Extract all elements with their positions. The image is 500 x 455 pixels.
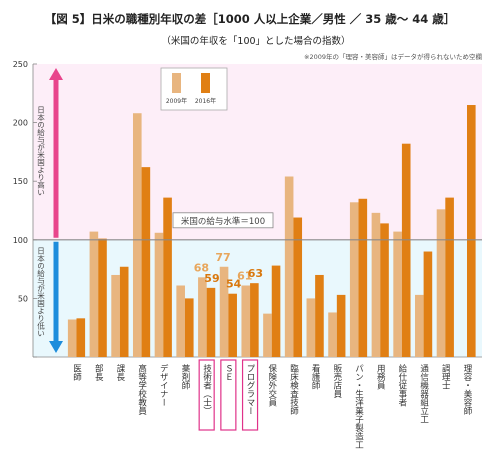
bar-2016	[315, 274, 324, 357]
x-tick-label: 理容・美容師	[462, 364, 472, 416]
bar-2016	[336, 294, 346, 357]
bar-2009	[393, 231, 402, 357]
bar-2016	[358, 198, 368, 357]
x-tick-label: 販売店員	[332, 363, 342, 399]
bar-2009	[328, 312, 337, 357]
data-label: 63	[248, 267, 263, 280]
x-tick-label: ＳＥ	[223, 364, 233, 381]
chart-title: 【図 5】日米の職種別年収の差［1000 人以上企業／男性 ／ 35 歳～ 44…	[45, 12, 456, 26]
bar-2009	[67, 319, 77, 357]
x-tick-label: 用務員	[375, 364, 385, 390]
x-tick-label: 高等学校教員	[137, 363, 147, 416]
bar-2016	[293, 217, 303, 357]
baseline-label: 米国の給与水準＝100	[181, 216, 265, 227]
x-tick-label: 医師	[72, 364, 82, 382]
bar-2009	[219, 266, 229, 357]
bar-2016	[250, 283, 259, 357]
bar-2016	[206, 287, 216, 357]
y-tick-label: 150	[13, 177, 28, 186]
bar-2009	[371, 212, 381, 357]
x-tick-label: 課長	[115, 363, 125, 382]
bar-2016	[445, 197, 454, 357]
x-tick-label: 調理士	[440, 363, 450, 389]
arrow-low-label: 日本の給与が米国より低い	[36, 247, 45, 337]
bar-2009	[415, 294, 424, 357]
legend-label-2016: 2016年	[195, 97, 216, 105]
arrow-low-head	[49, 341, 63, 353]
legend-label-2009: 2009年	[166, 97, 187, 105]
x-tick-label: 給仕従事者	[397, 363, 407, 407]
data-label: 61	[237, 270, 252, 283]
bar-2009	[111, 274, 120, 357]
legend: 2009年 2016年	[160, 67, 228, 111]
bar-2016	[401, 143, 411, 357]
bar-2009	[284, 176, 294, 357]
data-label: 54	[226, 278, 242, 291]
x-tick-label: 薬剤師	[180, 363, 190, 390]
bar-2016	[98, 238, 107, 357]
bar-2016	[467, 105, 476, 358]
legend-swatch-2016	[201, 73, 210, 93]
x-tick-label: 通信機器組立工	[419, 363, 429, 423]
y-tick-label: 250	[13, 60, 28, 69]
bar-2009	[349, 202, 359, 357]
bar-2016	[184, 298, 194, 357]
chart-note: ※2009年の「理容・美容師」はデータが得られないため空欄	[304, 52, 482, 61]
bar-2009	[198, 277, 207, 357]
bar-2009	[132, 113, 142, 357]
bar-2016	[271, 265, 281, 357]
y-tick-label: 100	[13, 236, 28, 245]
highlight-box	[241, 359, 259, 431]
arrow-high-head	[49, 68, 63, 80]
data-label: 68	[194, 261, 209, 274]
y-tick-label: 50	[18, 294, 28, 303]
x-tick-label: 保険外交員	[267, 363, 277, 407]
legend-swatch-2009	[172, 73, 181, 93]
x-tick-label: 技術者（士）	[202, 363, 212, 415]
x-tick-label: パン・生洋菓子製造工	[354, 364, 364, 449]
x-tick-label: 看護師	[310, 363, 320, 390]
x-tick-label: デザイナー	[158, 363, 168, 406]
x-tick-label: 臨床検査技師	[288, 363, 298, 416]
bar-2016	[423, 251, 433, 357]
bar-2009	[263, 313, 272, 357]
x-tick-label: プログラマー	[245, 364, 255, 415]
bar-2016	[228, 293, 237, 357]
baseline-label-box	[172, 212, 274, 229]
bar-2016	[380, 223, 389, 357]
highlight-box	[220, 359, 237, 431]
arrow-high-label: 日本の給与が米国より高い	[36, 106, 45, 196]
bar-2016	[163, 197, 172, 357]
bar-2016	[141, 167, 151, 357]
chart-subtitle: （米国の年収を「100」とした場合の指数）	[161, 35, 350, 47]
bar-2009	[154, 232, 164, 357]
highlight-box	[198, 359, 215, 431]
data-label: 77	[215, 251, 230, 264]
y-tick-label: 200	[13, 119, 28, 128]
bar-2009	[241, 285, 251, 357]
x-tick-label: 部長	[93, 363, 103, 382]
bar-2016	[119, 266, 129, 357]
data-label: 59	[204, 272, 219, 285]
bar-2009	[306, 298, 316, 357]
bar-2009	[89, 231, 99, 357]
bar-2009	[436, 209, 446, 357]
bar-2016	[76, 318, 86, 357]
bar-2009	[176, 285, 185, 357]
